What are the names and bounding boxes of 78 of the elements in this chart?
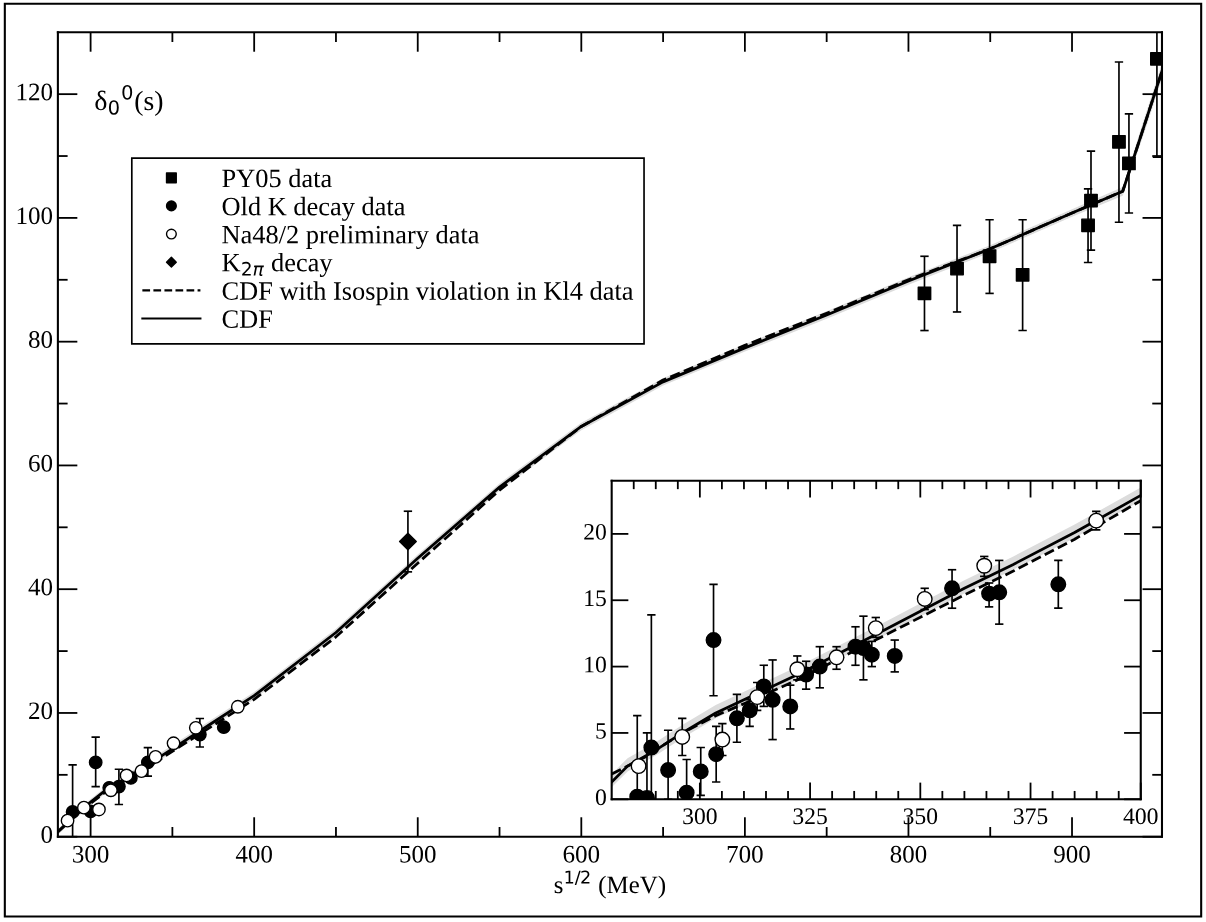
x-tick-label: 350	[903, 808, 938, 825]
legend-label: K$_{2π}$ decay	[222, 252, 333, 277]
point	[148, 749, 163, 764]
y-tick-label: 20	[584, 523, 606, 540]
point	[1122, 156, 1136, 171]
point	[60, 813, 75, 828]
y-tick-label: 10	[585, 656, 606, 673]
point	[166, 736, 181, 751]
point	[950, 261, 964, 276]
point	[398, 532, 417, 551]
point	[705, 632, 722, 649]
point	[630, 758, 647, 775]
point	[867, 620, 884, 637]
point	[811, 658, 828, 675]
y-tick-label: 80	[28, 331, 53, 348]
y-tick-label: 5	[596, 723, 606, 739]
legend-label: CDF with Isospin violation in Kl4 data	[222, 281, 634, 306]
point	[216, 720, 231, 735]
x-tick-label: 400	[1123, 808, 1158, 825]
y-tick-label: 0	[595, 789, 606, 806]
point	[976, 557, 993, 574]
x-axis-title: s$^{1/2}$ (MeV)	[554, 870, 666, 899]
point	[119, 768, 134, 783]
point	[782, 698, 799, 715]
x-tick-label: 400	[235, 845, 272, 863]
y-tick-label: 40	[28, 578, 53, 596]
point	[916, 590, 933, 607]
legend-label: CDF	[222, 310, 272, 328]
x-tick-label: 375	[1013, 808, 1048, 825]
point	[917, 286, 932, 301]
point	[764, 691, 781, 708]
x-tick-label: 300	[683, 808, 717, 825]
y-tick-label: 15	[585, 590, 606, 607]
x-tick-label: 300	[73, 845, 109, 863]
point	[660, 762, 677, 779]
legend-label: PY05 data	[222, 168, 332, 188]
point	[1081, 218, 1095, 233]
point	[944, 580, 961, 597]
point	[714, 731, 731, 748]
point	[886, 647, 903, 664]
point	[863, 646, 880, 663]
point	[1050, 576, 1067, 593]
y-tick-label: 100	[17, 207, 53, 225]
point	[741, 702, 758, 719]
point	[92, 802, 106, 817]
point	[749, 689, 766, 706]
x-tick-label: 800	[890, 845, 927, 863]
y-axis-title: δ$_{0}$$^{0}$(s)	[95, 84, 163, 116]
point	[134, 764, 149, 779]
point	[230, 699, 245, 714]
point	[991, 584, 1008, 601]
point	[1150, 51, 1162, 66]
y-tick-label: 0	[41, 826, 53, 843]
point	[643, 739, 660, 756]
point	[188, 720, 203, 735]
legend-label: Na48/2 preliminary data	[222, 224, 480, 249]
point	[76, 800, 91, 815]
point	[708, 746, 725, 763]
point	[674, 728, 691, 745]
y-tick-label: 20	[29, 702, 53, 720]
point	[728, 710, 745, 727]
point	[1015, 267, 1030, 282]
legend-label: Old K decay data	[222, 196, 406, 221]
x-tick-label: 900	[1054, 845, 1090, 863]
x-tick-label: 700	[727, 845, 763, 863]
point	[678, 784, 695, 800]
x-tick-label: 325	[793, 808, 827, 825]
point	[1112, 134, 1126, 149]
x-tick-label: 500	[400, 845, 436, 863]
x-tick-label: 600	[563, 845, 600, 863]
point	[1084, 193, 1098, 208]
y-tick-label: 120	[17, 83, 53, 101]
point	[88, 755, 103, 770]
point	[692, 763, 709, 780]
y-tick-label: 60	[29, 454, 53, 472]
point	[828, 649, 845, 666]
point	[982, 249, 997, 264]
point	[789, 661, 806, 678]
